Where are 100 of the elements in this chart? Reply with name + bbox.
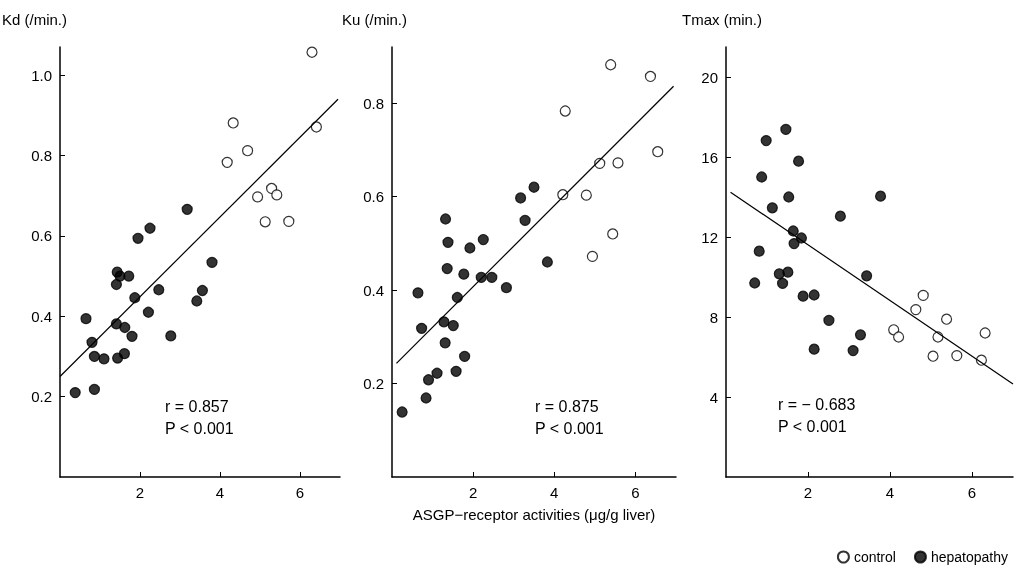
point (69, 387, 81, 399)
point (783, 191, 795, 203)
point (450, 365, 462, 377)
point (910, 304, 922, 316)
y-tick-label: 0.8 (31, 147, 52, 164)
point (580, 189, 592, 201)
point (834, 210, 846, 222)
x-tick-label: 2 (468, 484, 478, 501)
y-tick-label: 16 (701, 148, 718, 166)
point (196, 284, 208, 297)
point (98, 353, 110, 365)
x-tick-label: 6 (967, 484, 977, 501)
point (477, 233, 489, 246)
point (165, 330, 177, 342)
y-tick-label: 8 (709, 308, 718, 326)
x-axis-title: ASGP−receptor activities (μg/g liver) (412, 506, 656, 523)
y-tick-label: 0.6 (31, 227, 52, 245)
y-tick-label: 0.2 (31, 388, 52, 406)
point (612, 157, 624, 169)
point (528, 181, 540, 193)
point (114, 270, 126, 282)
y-axis-title: Kd (/min.) (2, 11, 68, 28)
point (644, 70, 657, 83)
point (88, 350, 100, 363)
point (416, 322, 428, 334)
legend-label: control (853, 549, 896, 565)
y-tick-label: 4 (709, 388, 718, 406)
point (458, 268, 470, 280)
point (206, 256, 218, 268)
x-tick-label: 2 (803, 484, 813, 501)
point (464, 242, 476, 254)
legend-label: hepatopathy (930, 549, 1009, 565)
point (486, 271, 498, 284)
point (431, 367, 443, 379)
point (874, 190, 887, 202)
point (447, 319, 459, 332)
point (191, 295, 203, 307)
point (927, 350, 939, 362)
point (776, 277, 789, 289)
point (442, 236, 454, 248)
point (519, 214, 531, 226)
point (439, 337, 451, 349)
point (441, 262, 453, 275)
point (808, 289, 820, 301)
annotation: P < 0.001 (165, 419, 234, 437)
y-tick-label: 20 (701, 68, 718, 86)
point (951, 350, 963, 362)
y-tick-label: 12 (701, 228, 718, 246)
y-tick-label: 0.4 (31, 307, 52, 325)
x-tick-label: 6 (295, 484, 305, 501)
point (242, 145, 254, 157)
x-tick-label: 6 (631, 484, 640, 501)
point (652, 146, 664, 158)
point (412, 287, 424, 299)
point (126, 330, 138, 342)
point (439, 213, 452, 225)
point (110, 278, 122, 291)
point (756, 171, 768, 183)
point (132, 232, 144, 244)
point (607, 228, 619, 240)
point (396, 406, 408, 418)
point (306, 46, 318, 58)
y-tick-label: 0.4 (363, 281, 384, 299)
point (782, 266, 794, 278)
point (854, 329, 867, 341)
point (792, 155, 805, 167)
annotation: r = − 0.683 (778, 395, 856, 413)
annotation: P < 0.001 (535, 419, 604, 437)
point (808, 343, 820, 355)
y-tick-label: 0.8 (363, 94, 384, 112)
point (788, 238, 800, 250)
point (787, 225, 799, 237)
point (823, 314, 835, 326)
point (847, 345, 859, 357)
point (144, 222, 156, 234)
point (917, 289, 929, 301)
y-axis-title: Tmax (min.) (682, 11, 762, 28)
point (123, 270, 135, 282)
point (940, 313, 953, 325)
y-tick-label: 0.6 (363, 188, 384, 206)
point (118, 348, 130, 360)
point (979, 327, 991, 339)
annotation: r = 0.875 (535, 397, 599, 415)
point (893, 331, 905, 343)
point (80, 313, 92, 325)
point (780, 123, 792, 135)
point (605, 59, 617, 71)
point (252, 191, 264, 203)
point (515, 192, 527, 204)
point (500, 282, 513, 294)
point (221, 156, 233, 168)
point (797, 290, 809, 302)
x-tick-label: 4 (215, 484, 225, 501)
point (795, 232, 808, 244)
point (181, 203, 193, 215)
point (88, 383, 100, 395)
point (541, 256, 553, 268)
y-axis-title: Ku (/min.) (342, 11, 408, 28)
point (459, 350, 471, 363)
point (422, 374, 435, 386)
